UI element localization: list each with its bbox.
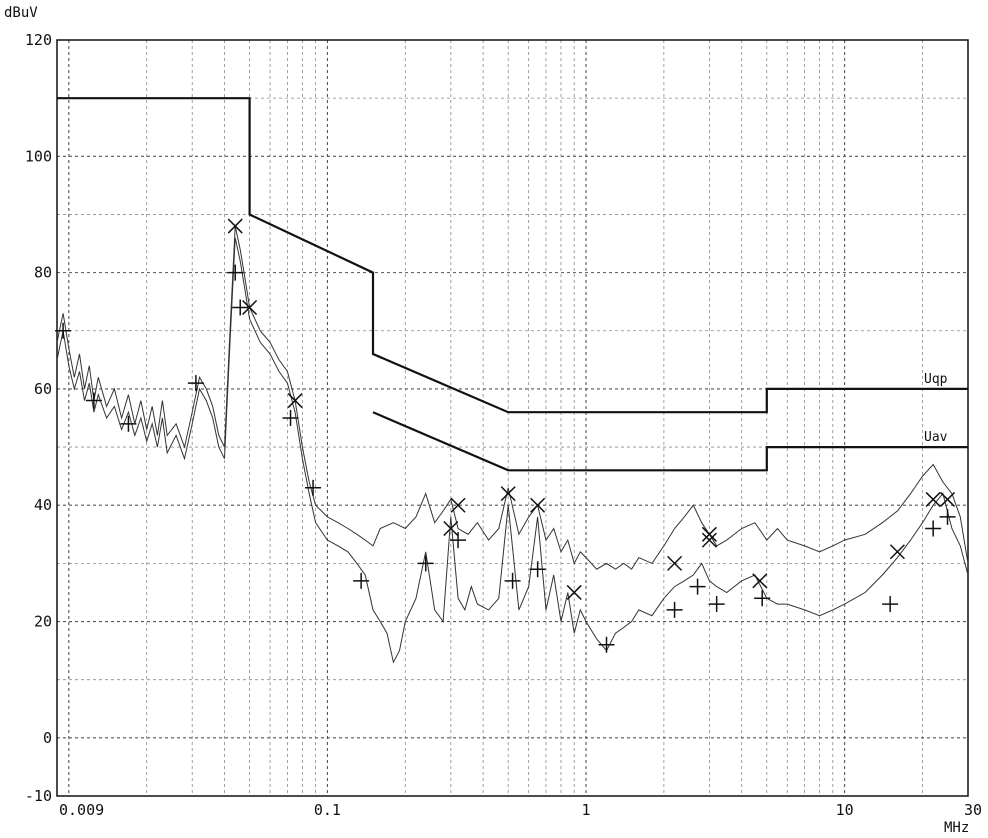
plus-marker — [450, 532, 467, 549]
x-tick-label: 0.1 — [314, 801, 341, 819]
plus-marker — [85, 392, 102, 409]
plus-marker — [925, 520, 942, 537]
y-tick-label: 80 — [34, 264, 52, 282]
x-marker — [450, 497, 466, 513]
y-tick-label: 120 — [25, 31, 52, 49]
x-marker-stroke — [287, 393, 303, 409]
x-marker-stroke — [242, 299, 258, 316]
measurement-traces — [56, 225, 969, 664]
limit-line-uav — [372, 411, 968, 472]
x-marker-stroke — [500, 486, 516, 502]
y-tick-label: 40 — [34, 496, 52, 514]
plus-marker — [305, 479, 322, 496]
x-marker — [925, 491, 941, 507]
x-marker-stroke — [701, 532, 717, 548]
plus-marker — [708, 596, 725, 613]
plus-marker — [55, 322, 72, 339]
x-marker — [443, 520, 459, 537]
trace-line-2 — [56, 237, 969, 664]
x-marker-stroke — [925, 491, 941, 507]
plus-marker — [754, 590, 771, 607]
x-axis-unit: MHz — [944, 820, 969, 836]
plus-marker — [227, 264, 244, 281]
x-marker — [889, 544, 905, 560]
x-marker — [939, 491, 956, 507]
plus-marker — [598, 636, 615, 653]
limit-line-uqp — [57, 97, 968, 414]
limit-label-uqp: Uqp — [924, 372, 948, 387]
x-marker-stroke — [701, 526, 717, 542]
x-marker — [287, 393, 303, 409]
x-marker — [227, 218, 243, 234]
plus-marker — [689, 578, 706, 595]
plus-marker — [417, 555, 434, 572]
y-tick-label: 0 — [43, 729, 52, 747]
plus-marker — [939, 508, 956, 525]
plus-marker — [529, 561, 546, 578]
y-tick-label: -10 — [25, 787, 52, 805]
x-marker — [530, 497, 546, 513]
tick-labels: 120 100 80 60 40 20 0 -10 0.009 0.1 1 10 30 — [25, 31, 982, 819]
y-tick-label: 60 — [34, 380, 52, 398]
x-marker-stroke — [889, 544, 905, 560]
x-marker-stroke — [443, 520, 459, 537]
x-marker — [701, 526, 717, 542]
y-tick-label: 100 — [25, 147, 52, 165]
x-marker — [242, 299, 258, 316]
plus-marker — [504, 572, 521, 589]
x-marker-stroke — [227, 218, 243, 234]
plus-marker — [882, 596, 899, 613]
marker-points — [55, 218, 956, 653]
x-marker — [500, 486, 516, 502]
y-tick-label: 20 — [34, 613, 52, 631]
trace-line-1 — [56, 225, 969, 570]
x-tick-label: 0.009 — [59, 801, 104, 819]
plot-frame — [56, 39, 969, 797]
x-tick-label: 1 — [582, 801, 591, 819]
x-tick-label: 30 — [964, 801, 982, 819]
x-marker — [701, 532, 717, 548]
x-marker-stroke — [530, 497, 546, 513]
limit-label-uav: Uav — [924, 430, 948, 445]
plus-marker — [282, 410, 299, 426]
x-marker — [667, 555, 683, 571]
plus-marker — [120, 415, 137, 432]
x-marker-stroke — [450, 497, 466, 513]
x-marker — [566, 584, 582, 600]
plus-marker — [187, 375, 204, 392]
x-marker-stroke — [667, 555, 683, 571]
plus-marker — [666, 601, 683, 618]
x-tick-label: 10 — [836, 801, 854, 819]
x-marker-stroke — [939, 491, 956, 507]
x-marker — [752, 573, 768, 589]
limit-lines: Uqp Uav — [57, 97, 968, 472]
x-marker-stroke — [566, 584, 582, 600]
y-axis-unit: dBuV — [4, 5, 38, 21]
plus-marker — [353, 572, 370, 589]
plus-marker — [232, 299, 249, 316]
x-marker-stroke — [752, 573, 768, 589]
